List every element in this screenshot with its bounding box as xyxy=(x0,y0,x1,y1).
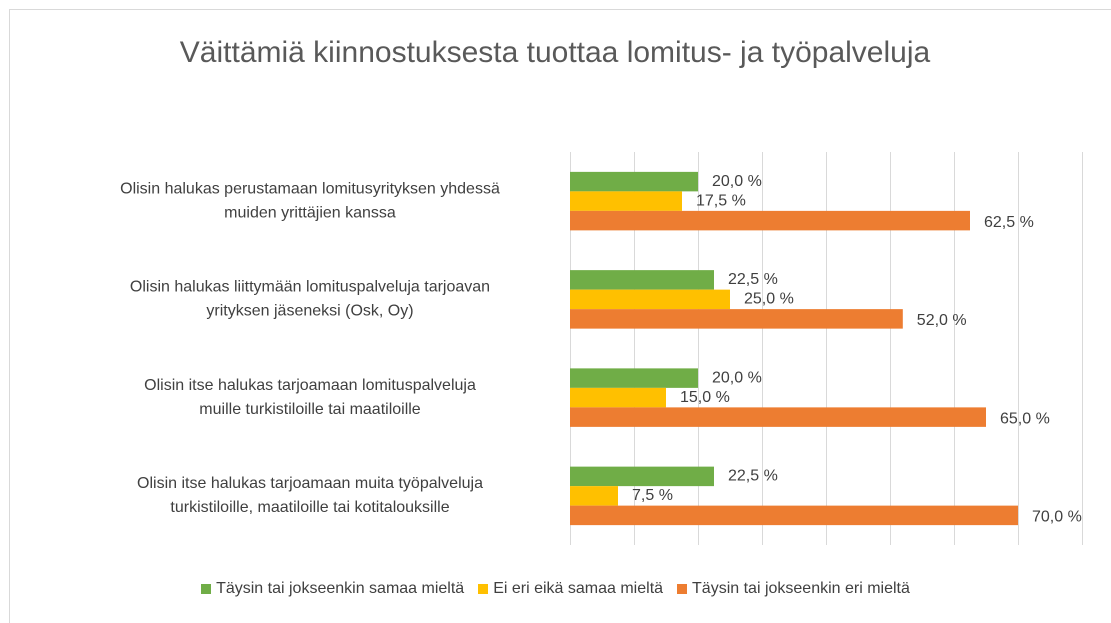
category-label: Olisin itse halukas tarjoamaan muita työ… xyxy=(137,475,483,492)
bar xyxy=(570,368,698,388)
legend-item: Täysin tai jokseenkin eri mieltä xyxy=(677,580,910,598)
legend-item: Ei eri eikä samaa mieltä xyxy=(478,580,663,598)
data-label: 15,0 % xyxy=(680,389,730,406)
bar xyxy=(570,171,698,192)
chart-frame xyxy=(9,9,1111,623)
chart-title: Väittämiä kiinnostuksesta tuottaa lomitu… xyxy=(179,36,931,69)
bar xyxy=(570,505,1018,526)
legend-swatch xyxy=(201,584,212,594)
category-label: Olisin halukas perustamaan lomitusyrityk… xyxy=(120,180,500,197)
legend-label: Täysin tai jokseenkin samaa mieltä xyxy=(216,580,465,597)
data-label: 65,0 % xyxy=(1000,410,1050,427)
legend-swatch xyxy=(677,584,688,594)
data-label: 7,5 % xyxy=(632,487,673,504)
legend-swatch xyxy=(478,584,489,594)
data-label: 20,0 % xyxy=(712,369,762,386)
bar xyxy=(570,387,666,408)
data-label: 52,0 % xyxy=(917,312,967,329)
bar xyxy=(570,210,970,231)
legend-label: Täysin tai jokseenkin eri mieltä xyxy=(692,580,910,597)
bar xyxy=(570,309,903,329)
category-label: muiden yrittäjien kanssa xyxy=(224,204,396,221)
bar xyxy=(570,191,682,211)
data-label: 25,0 % xyxy=(744,291,794,308)
category-label: Olisin itse halukas tarjoamaan lomituspa… xyxy=(144,377,476,394)
legend: Täysin tai jokseenkin samaa mieltä Ei eri… xyxy=(0,580,1111,598)
bar xyxy=(570,407,986,427)
category-label: yrityksen jäseneksi (Osk, Oy) xyxy=(206,303,413,320)
category-label: muille turkistiloille tai maatiloille xyxy=(199,401,421,418)
category-label: turkistiloille, maatiloille tai kotitalo… xyxy=(170,499,449,516)
bar xyxy=(570,486,618,506)
legend-label: Ei eri eikä samaa mieltä xyxy=(493,580,664,597)
legend-item: Täysin tai jokseenkin samaa mieltä xyxy=(201,580,464,598)
data-label: 22,5 % xyxy=(728,468,778,485)
bar xyxy=(570,270,714,290)
data-label: 70,0 % xyxy=(1032,509,1082,526)
category-label: Olisin halukas liittymään lomituspalvelu… xyxy=(130,279,490,296)
bar xyxy=(570,466,714,487)
data-label: 62,5 % xyxy=(984,214,1034,231)
data-label: 22,5 % xyxy=(728,271,778,288)
bar xyxy=(570,289,730,310)
data-label: 20,0 % xyxy=(712,173,762,190)
data-label: 17,5 % xyxy=(696,192,746,209)
